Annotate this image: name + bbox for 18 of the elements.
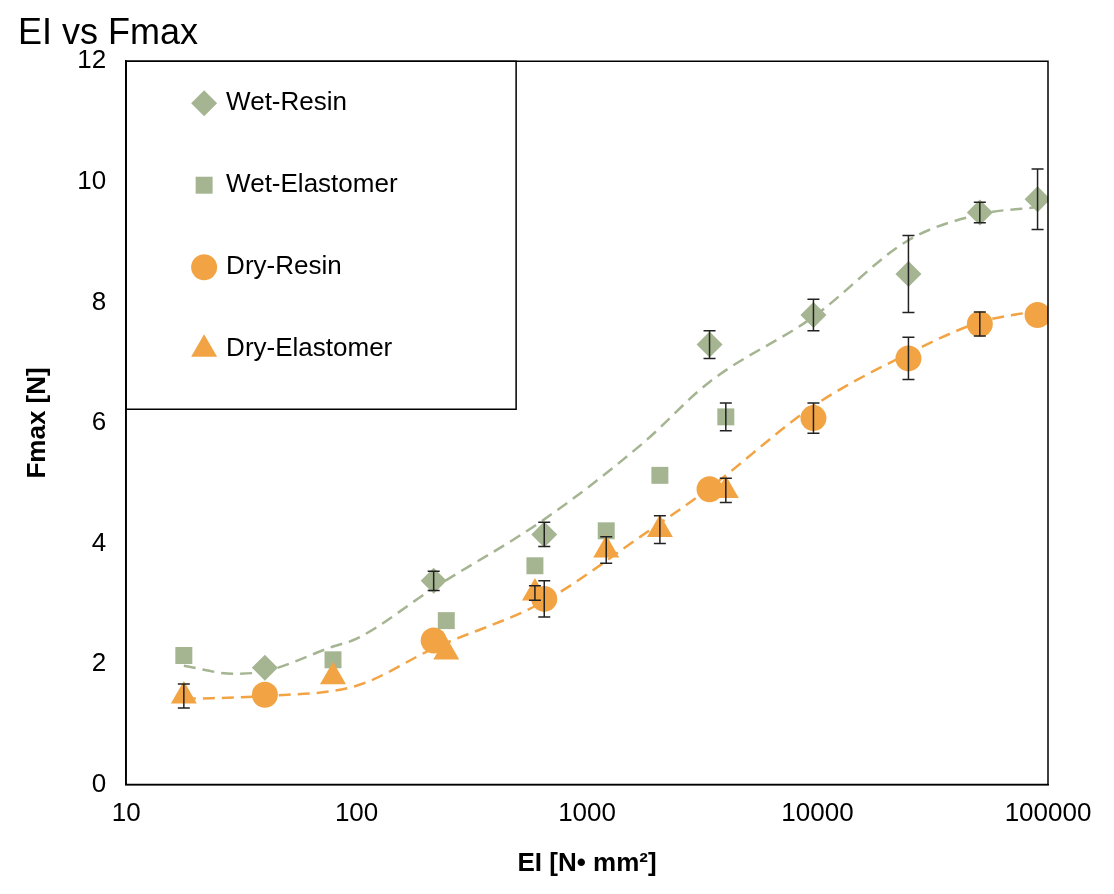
legend-label: Wet-Resin [226, 86, 348, 117]
y-tick-label: 8 [91, 285, 107, 316]
legend-label: Dry-Resin [226, 250, 342, 281]
x-tick-label: 1000 [558, 797, 616, 828]
x-tick-label: 100000 [1004, 797, 1092, 828]
y-tick-label: 0 [91, 767, 107, 798]
legend-label: Wet-Elastomer [226, 168, 398, 199]
x-tick-label: 100 [334, 797, 379, 828]
y-tick-label: 10 [77, 164, 107, 195]
x-tick-label: 10000 [781, 797, 854, 828]
y-tick-label: 2 [91, 647, 107, 678]
y-tick-label: 4 [91, 526, 107, 557]
legend-label: Dry-Elastomer [226, 332, 393, 363]
x-axis-title: EI [N• mm²] [517, 846, 657, 877]
x-tick-label: 10 [111, 797, 141, 828]
y-tick-label: 6 [91, 406, 107, 437]
y-axis-title: Fmax [N] [20, 367, 51, 479]
y-tick-label: 12 [77, 44, 107, 75]
